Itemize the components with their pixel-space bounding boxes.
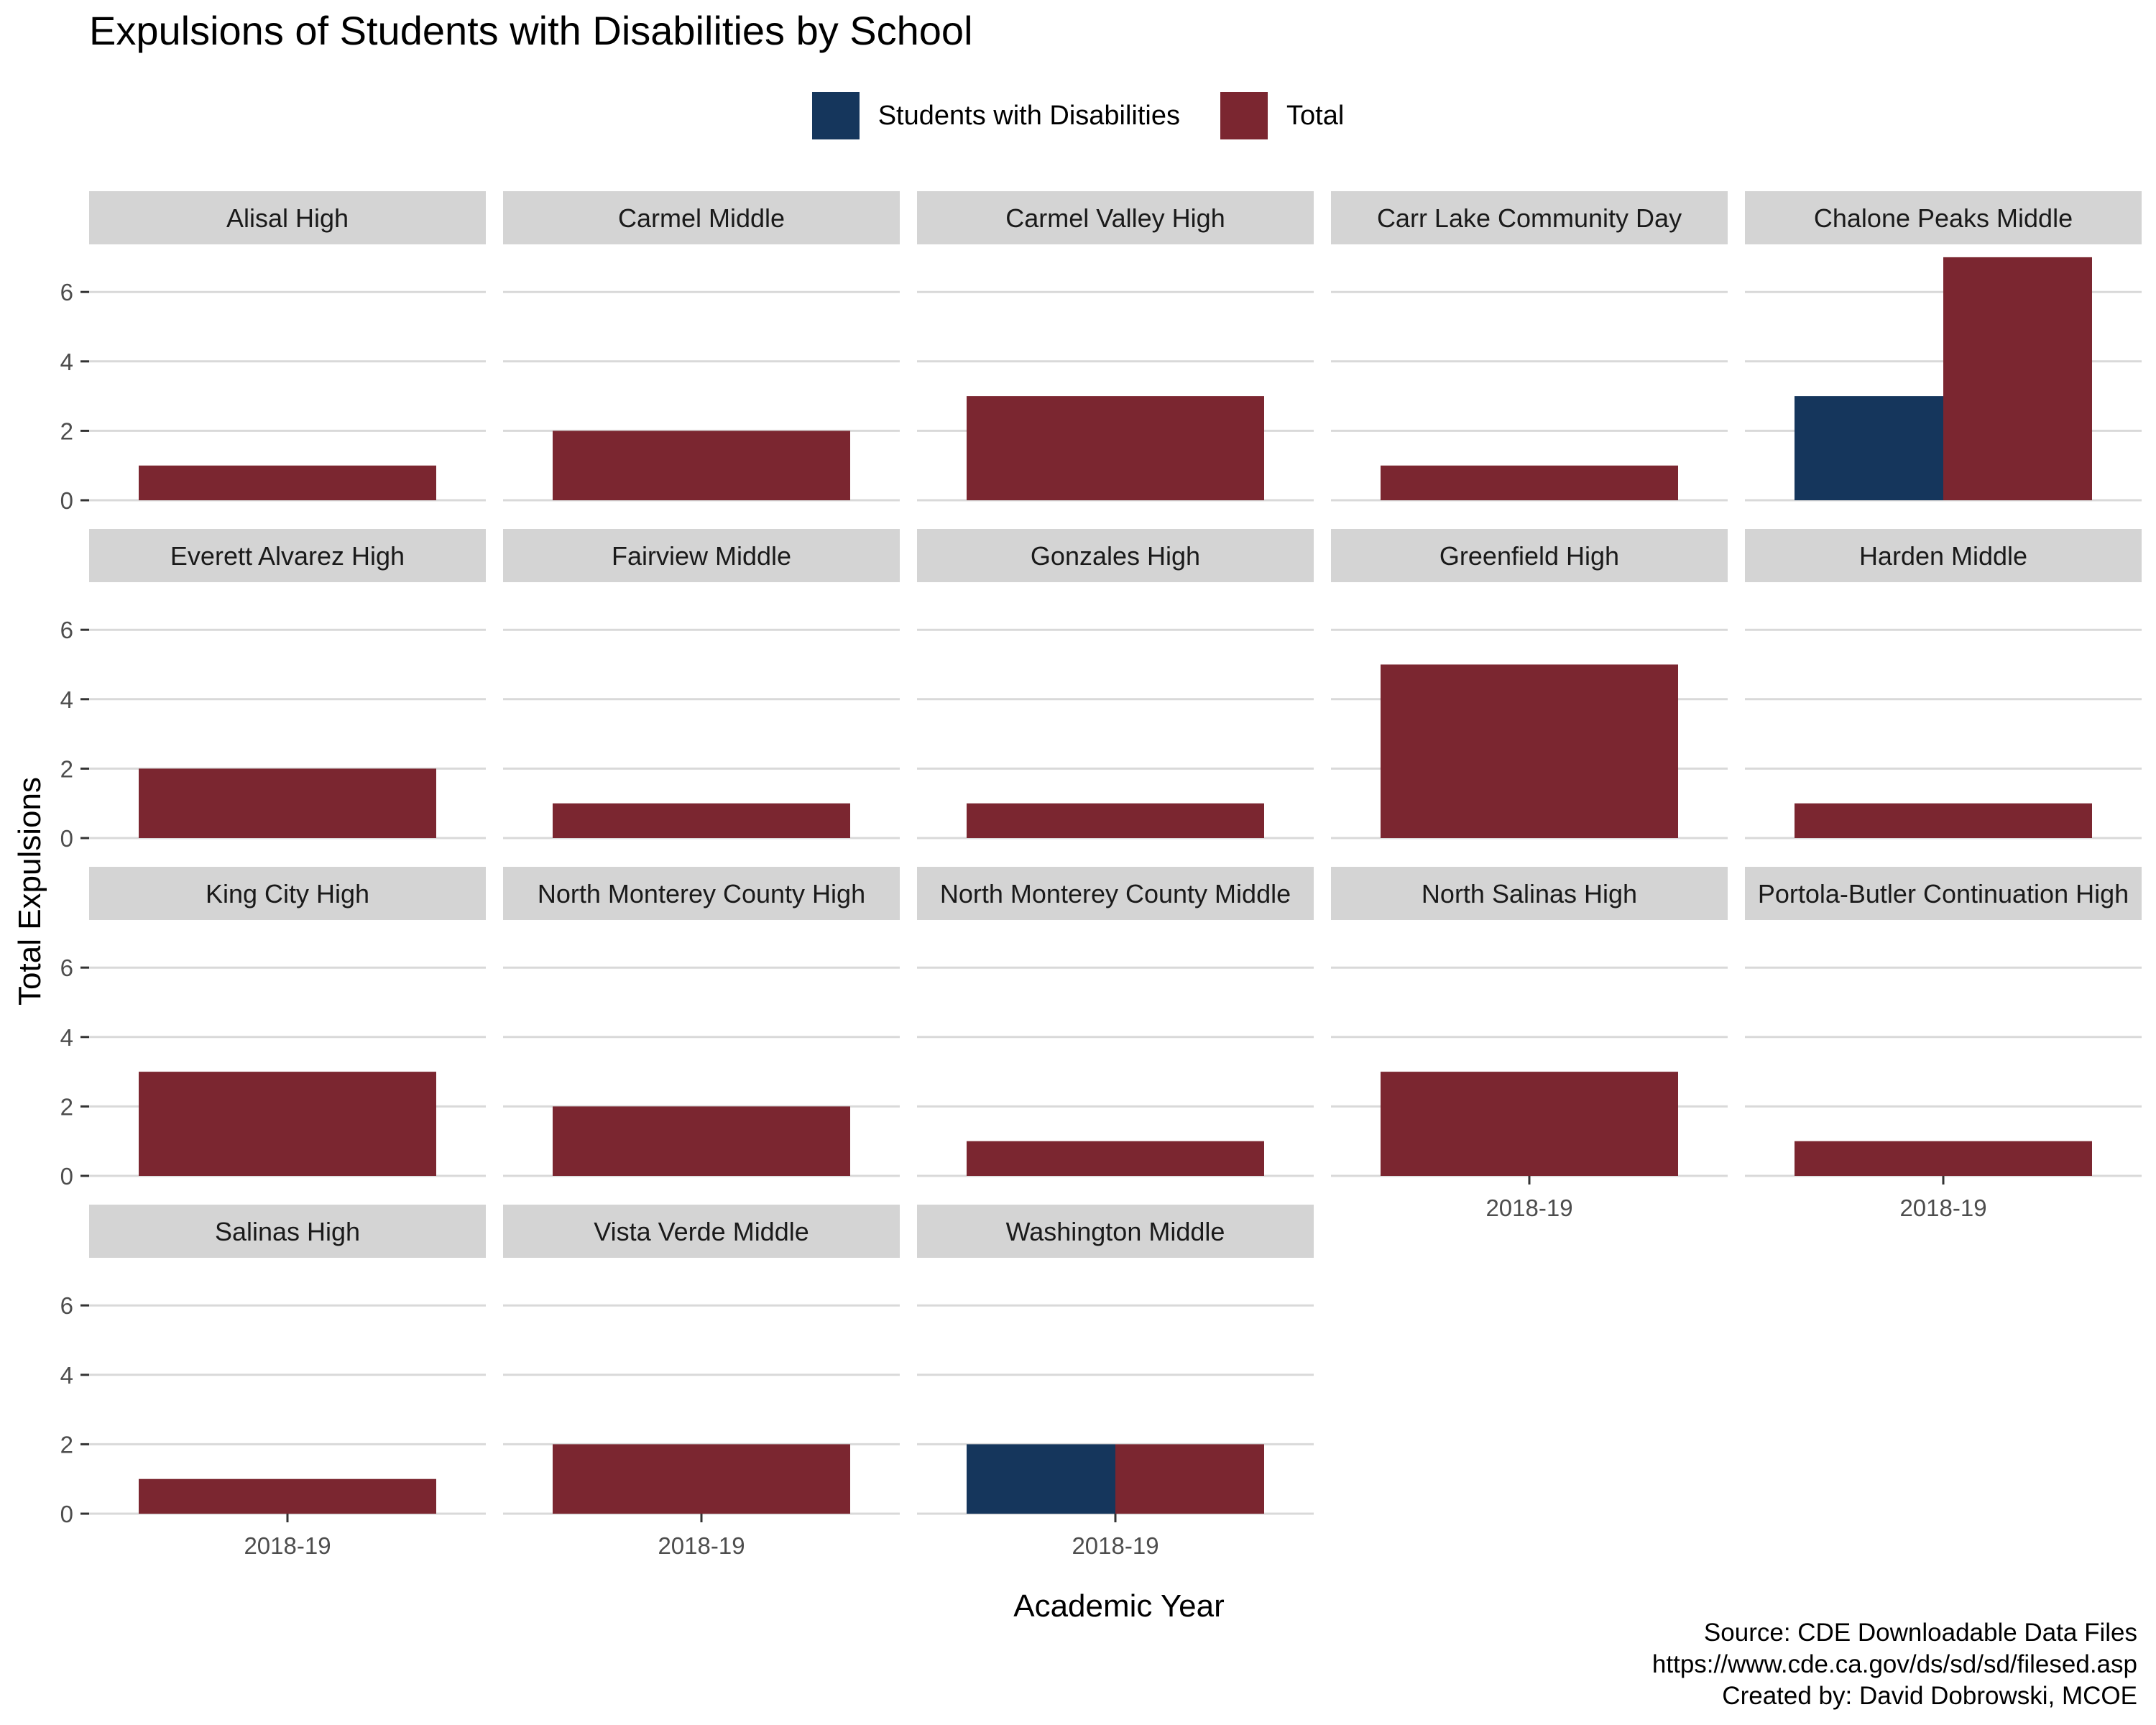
bar-total-north-monterey-county-middle	[967, 1141, 1264, 1176]
facet-strip-label-fairview-middle: Fairview Middle	[612, 541, 791, 571]
bar-total-chalone-peaks-middle	[1943, 257, 2092, 500]
x-tick-label-vista-verde-middle: 2018-19	[658, 1532, 745, 1559]
y-tick-label-0: 0	[60, 487, 73, 514]
legend-swatch-students-with-disabilities	[811, 92, 860, 139]
y-tick-label-6: 6	[60, 954, 73, 981]
facet-strip-label-north-monterey-county-high: North Monterey County High	[538, 879, 865, 908]
bar-total-fairview-middle	[553, 803, 850, 838]
facet-strip-king-city-high	[89, 867, 486, 920]
facet-strip-north-monterey-county-high	[503, 867, 900, 920]
caption-credit: Created by: David Dobrowski, MCOE	[1722, 1682, 2137, 1710]
facet-strip-label-carr-lake-community-day: Carr Lake Community Day	[1377, 203, 1682, 233]
facet-strip-label-portola-butler-continuation-high: Portola-Butler Continuation High	[1758, 879, 2129, 908]
facet-strip-label-north-monterey-county-middle: North Monterey County Middle	[940, 879, 1291, 908]
facet-strip-label-everett-alvarez-high: Everett Alvarez High	[170, 541, 405, 571]
bar-total-greenfield-high	[1381, 664, 1678, 838]
facet-strip-label-gonzales-high: Gonzales High	[1031, 541, 1200, 571]
x-axis-label: Academic Year	[1013, 1588, 1225, 1624]
facet-strip-north-salinas-high	[1331, 867, 1728, 920]
bar-total-king-city-high	[139, 1072, 436, 1176]
legend-entry-total: Total	[1220, 92, 1344, 139]
y-tick-label-4: 4	[60, 349, 73, 375]
facet-strip-alisal-high	[89, 191, 486, 244]
legend-entry-students-with-disabilities: Students with Disabilities	[811, 92, 1181, 139]
bar-total-gonzales-high	[967, 803, 1264, 838]
x-tick-label-salinas-high: 2018-19	[244, 1532, 331, 1559]
facet-strip-label-alisal-high: Alisal High	[226, 203, 349, 233]
legend-label-students-with-disabilities: Students with Disabilities	[877, 100, 1181, 131]
bar-swd-chalone-peaks-middle	[1795, 396, 1943, 500]
facet-strip-carr-lake-community-day	[1331, 191, 1728, 244]
y-tick-label-2: 2	[60, 1431, 73, 1458]
y-tick-label-4: 4	[60, 1362, 73, 1389]
facet-strip-harden-middle	[1745, 529, 2142, 582]
legend: Students with Disabilities Total	[0, 92, 2156, 143]
y-tick-label-6: 6	[60, 1292, 73, 1319]
y-tick-label-2: 2	[60, 755, 73, 782]
y-axis-label: Total Expulsions	[12, 777, 47, 1006]
bar-total-carmel-middle	[553, 431, 850, 500]
facet-strip-label-carmel-middle: Carmel Middle	[618, 203, 785, 233]
facet-strip-label-washington-middle: Washington Middle	[1006, 1217, 1225, 1246]
facet-strip-label-salinas-high: Salinas High	[215, 1217, 360, 1246]
facet-strip-label-north-salinas-high: North Salinas High	[1422, 879, 1637, 908]
bar-total-salinas-high	[139, 1478, 436, 1514]
bar-total-everett-alvarez-high	[139, 768, 436, 838]
y-tick-label-6: 6	[60, 279, 73, 305]
facet-strip-label-vista-verde-middle: Vista Verde Middle	[594, 1217, 809, 1246]
facet-strip-everett-alvarez-high	[89, 529, 486, 582]
facet-strip-label-harden-middle: Harden Middle	[1859, 541, 2027, 571]
y-tick-label-0: 0	[60, 825, 73, 852]
legend-swatch-total	[1220, 92, 1268, 139]
bar-total-carmel-valley-high	[967, 396, 1264, 500]
facet-strip-carmel-valley-high	[917, 191, 1314, 244]
facet-strip-label-chalone-peaks-middle: Chalone Peaks Middle	[1814, 203, 2073, 233]
facet-strip-gonzales-high	[917, 529, 1314, 582]
y-tick-label-2: 2	[60, 418, 73, 444]
facet-strip-vista-verde-middle	[503, 1205, 900, 1258]
y-tick-label-2: 2	[60, 1093, 73, 1120]
facet-strip-fairview-middle	[503, 529, 900, 582]
facet-strip-washington-middle	[917, 1205, 1314, 1258]
x-tick-label-north-salinas-high: 2018-19	[1485, 1195, 1572, 1221]
bar-total-portola-butler-continuation-high	[1795, 1141, 2092, 1176]
x-tick-label-portola-butler-continuation-high: 2018-19	[1899, 1195, 1986, 1221]
bar-swd-washington-middle	[967, 1444, 1115, 1514]
bar-total-north-salinas-high	[1381, 1072, 1678, 1176]
facet-strip-label-king-city-high: King City High	[206, 879, 369, 908]
facet-strip-greenfield-high	[1331, 529, 1728, 582]
caption: Source: CDE Downloadable Data Files http…	[1652, 1617, 2137, 1712]
y-tick-label-4: 4	[60, 1024, 73, 1051]
chart-title: Expulsions of Students with Disabilities…	[89, 8, 973, 53]
facet-strip-chalone-peaks-middle	[1745, 191, 2142, 244]
x-tick-label-washington-middle: 2018-19	[1072, 1532, 1158, 1559]
y-tick-label-6: 6	[60, 617, 73, 643]
caption-source: Source: CDE Downloadable Data Files	[1703, 1619, 2137, 1647]
facet-strip-carmel-middle	[503, 191, 900, 244]
y-tick-label-0: 0	[60, 1501, 73, 1527]
bar-total-north-monterey-county-high	[553, 1106, 850, 1176]
bar-total-washington-middle	[1115, 1444, 1264, 1514]
bar-total-alisal-high	[139, 465, 436, 500]
bar-total-carr-lake-community-day	[1381, 465, 1678, 500]
facet-strip-portola-butler-continuation-high	[1745, 867, 2142, 920]
facet-strip-north-monterey-county-middle	[917, 867, 1314, 920]
y-tick-label-4: 4	[60, 686, 73, 713]
caption-url: https://www.cde.ca.gov/ds/sd/sd/filesed.…	[1651, 1650, 2137, 1678]
bar-total-vista-verde-middle	[553, 1444, 850, 1514]
bar-total-harden-middle	[1795, 803, 2092, 838]
facet-strip-label-carmel-valley-high: Carmel Valley High	[1005, 203, 1225, 233]
facet-strip-label-greenfield-high: Greenfield High	[1439, 541, 1619, 571]
legend-label-total: Total	[1286, 100, 1345, 131]
y-tick-label-0: 0	[60, 1163, 73, 1190]
facet-strip-salinas-high	[89, 1205, 486, 1258]
